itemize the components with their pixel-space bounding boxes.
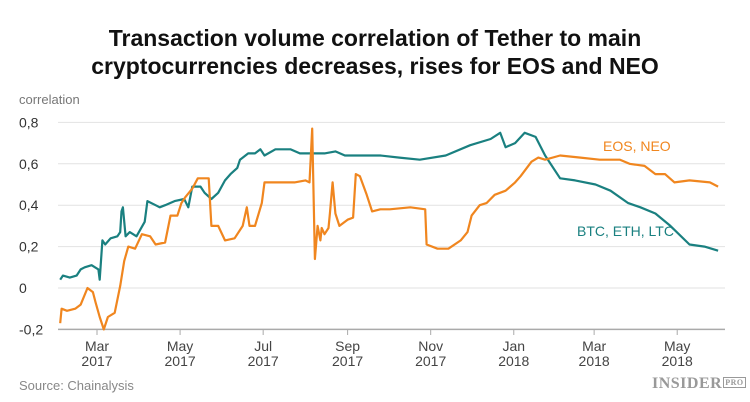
series-label-btc-eth-ltc: BTC, ETH, LTC <box>577 223 674 239</box>
source-note: Source: Chainalysis <box>19 378 134 393</box>
series-line <box>59 127 719 331</box>
insider-pro-logo: INSIDER PRO <box>652 375 746 392</box>
series-label-eos-neo: EOS, NEO <box>603 138 671 154</box>
x-tick-month: Mar <box>85 338 109 354</box>
y-axis-label: correlation <box>19 92 80 107</box>
y-tick-label: 0 <box>19 280 27 296</box>
x-tick-month: Jan <box>502 338 525 354</box>
chart-title-line-1: Transaction volume correlation of Tether… <box>108 25 642 51</box>
x-tick-year: 2017 <box>165 353 196 369</box>
x-tick-month: May <box>664 338 690 354</box>
chart-title-line-2: cryptocurrencies decreases, rises for EO… <box>91 53 659 79</box>
y-tick-label: -0,2 <box>19 321 43 337</box>
x-tick-month: May <box>167 338 193 354</box>
x-tick-year: 2017 <box>332 353 363 369</box>
y-tick-label: 0,2 <box>19 239 39 255</box>
x-tick-year: 2017 <box>415 353 446 369</box>
x-tick-year: 2018 <box>579 353 610 369</box>
x-tick-month: Sep <box>335 338 360 354</box>
y-tick-label: 0,6 <box>19 156 39 172</box>
series-line <box>59 131 719 281</box>
x-tick-month: Nov <box>418 338 443 354</box>
x-tick-month: Mar <box>582 338 606 354</box>
x-tick-year: 2018 <box>498 353 529 369</box>
x-tick-month: Jul <box>254 338 272 354</box>
x-tick-year: 2018 <box>662 353 693 369</box>
y-tick-label: 0,4 <box>19 197 39 213</box>
y-tick-label: 0,8 <box>19 114 39 130</box>
x-tick-year: 2017 <box>81 353 112 369</box>
x-tick-year: 2017 <box>248 353 279 369</box>
